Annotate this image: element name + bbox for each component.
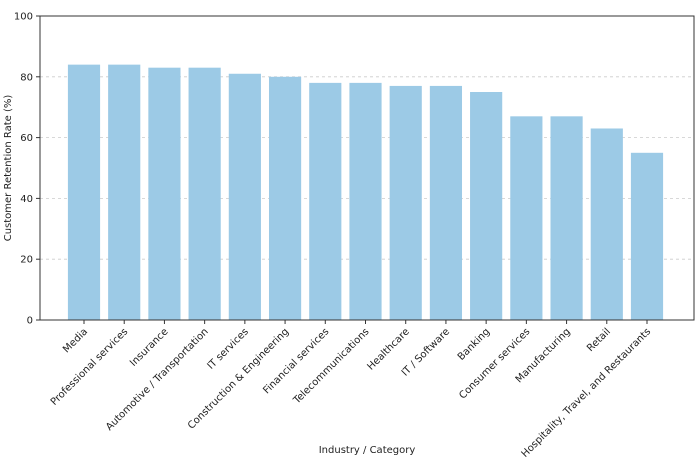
bar xyxy=(148,67,181,321)
y-tick-label: 100 xyxy=(14,12,33,23)
y-tick-label: 40 xyxy=(20,194,33,205)
y-tick-label: 0 xyxy=(27,316,33,327)
y-axis-title: Customer Retention Rate (%) xyxy=(3,95,14,242)
y-tick-label: 60 xyxy=(20,133,33,144)
x-tick-label: Insurance xyxy=(128,326,170,368)
bar xyxy=(550,116,583,320)
bar xyxy=(429,85,463,320)
bar xyxy=(67,64,101,320)
bar xyxy=(268,76,302,320)
bar xyxy=(590,128,623,320)
x-tick-label: Banking xyxy=(456,326,492,362)
bar xyxy=(188,67,221,321)
bar xyxy=(510,116,543,320)
y-tick-label: 80 xyxy=(20,72,33,83)
bar xyxy=(108,64,141,320)
bar xyxy=(309,82,342,320)
x-tick-label: Retail xyxy=(585,326,613,354)
x-tick-label: Telecommunications xyxy=(291,326,372,407)
y-axis-ticks: 0 20 40 60 80 100 xyxy=(14,12,40,327)
plot-frame xyxy=(39,15,695,321)
bar xyxy=(470,92,503,320)
bar xyxy=(349,82,382,320)
bar xyxy=(630,152,664,320)
bars xyxy=(67,64,664,321)
y-tick-label: 20 xyxy=(20,255,33,266)
x-tick-label: Professional services xyxy=(49,326,131,408)
x-axis-title: Industry / Category xyxy=(319,445,416,456)
bar xyxy=(389,85,422,320)
x-tick-label: Consumer services xyxy=(457,326,532,401)
x-tick-label: Media xyxy=(61,326,90,355)
bar xyxy=(228,73,261,320)
